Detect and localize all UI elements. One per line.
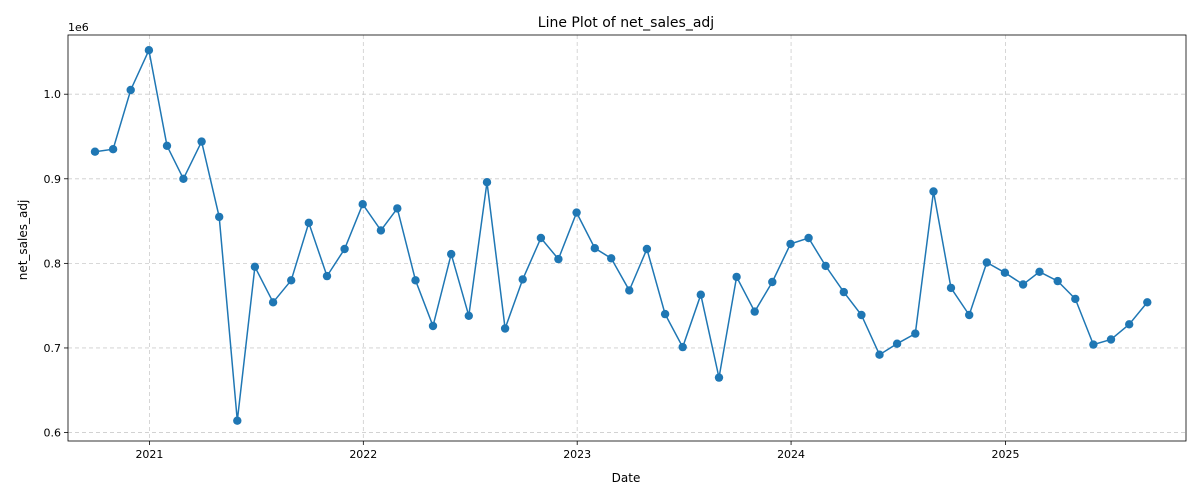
chart-title: Line Plot of net_sales_adj — [538, 15, 714, 31]
x-tick-label: 2024 — [777, 448, 805, 461]
data-point — [536, 233, 546, 243]
data-point — [1125, 320, 1134, 329]
y-offset-label: 1e6 — [68, 21, 89, 34]
data-point — [518, 275, 527, 284]
data-point — [197, 137, 206, 146]
plot-frame — [67, 34, 1187, 442]
data-point — [268, 298, 278, 307]
data-point — [892, 339, 902, 348]
data-point — [642, 244, 652, 254]
data-point — [358, 200, 367, 209]
data-point — [340, 244, 349, 254]
data-point — [839, 287, 848, 297]
data-point — [660, 309, 670, 319]
data-point — [322, 271, 332, 281]
data-point — [857, 310, 866, 320]
data-point — [1053, 276, 1062, 286]
y-axis-label: net_sales_adj — [16, 200, 30, 281]
data-point — [732, 272, 741, 282]
data-point — [287, 276, 296, 285]
series-layer — [90, 46, 1152, 425]
data-point — [1143, 298, 1152, 307]
data-point — [714, 373, 724, 382]
data-point — [1089, 340, 1098, 349]
data-point — [982, 258, 991, 267]
data-point — [821, 261, 830, 271]
data-point — [786, 239, 795, 249]
y-tick-label: 1.0 — [44, 88, 62, 101]
x-tick-label: 2021 — [135, 448, 163, 461]
data-point — [804, 233, 813, 243]
data-point — [965, 310, 974, 320]
data-point — [411, 276, 420, 285]
data-point — [1018, 280, 1028, 289]
series-line — [94, 47, 1148, 421]
data-point — [1035, 267, 1044, 276]
data-point — [464, 311, 473, 320]
data-point — [215, 212, 224, 222]
data-point — [90, 147, 100, 156]
data-point — [911, 329, 920, 338]
y-tick-label: 0.7 — [44, 342, 62, 355]
y-tick-label: 0.6 — [44, 427, 62, 440]
data-point — [750, 307, 759, 316]
axes: 2021 2022 2023 2024 2025 0.6 0.7 0.8 0.9 1.0 — [44, 34, 1187, 461]
data-point — [696, 290, 705, 299]
data-point — [482, 178, 492, 187]
x-tick-label: 2022 — [349, 448, 377, 461]
data-point — [250, 262, 260, 271]
data-point — [1106, 335, 1116, 344]
data-point — [607, 254, 616, 263]
data-point — [179, 174, 188, 183]
y-tick-label: 0.8 — [44, 257, 62, 270]
data-point — [678, 342, 687, 352]
data-point — [1071, 294, 1080, 304]
data-point — [929, 187, 938, 196]
data-point — [393, 204, 402, 213]
data-point — [304, 218, 313, 227]
data-point — [144, 46, 154, 55]
data-point — [572, 208, 581, 217]
x-axis-label: Date — [612, 471, 641, 485]
data-point — [376, 226, 386, 235]
data-point — [625, 286, 634, 295]
data-point — [428, 321, 438, 331]
data-point — [447, 249, 456, 259]
x-tick-label: 2025 — [992, 448, 1020, 461]
data-point — [108, 145, 118, 154]
data-point — [875, 350, 884, 359]
data-point — [590, 244, 599, 253]
data-point — [946, 283, 956, 293]
data-point — [768, 277, 777, 287]
data-point — [126, 85, 135, 95]
data-point — [162, 141, 172, 150]
x-tick-label: 2023 — [563, 448, 591, 461]
data-point — [500, 324, 510, 333]
data-point — [554, 254, 563, 264]
data-point — [233, 416, 242, 425]
grid — [68, 35, 1186, 441]
data-point — [1000, 268, 1010, 277]
y-tick-label: 0.9 — [44, 173, 62, 186]
